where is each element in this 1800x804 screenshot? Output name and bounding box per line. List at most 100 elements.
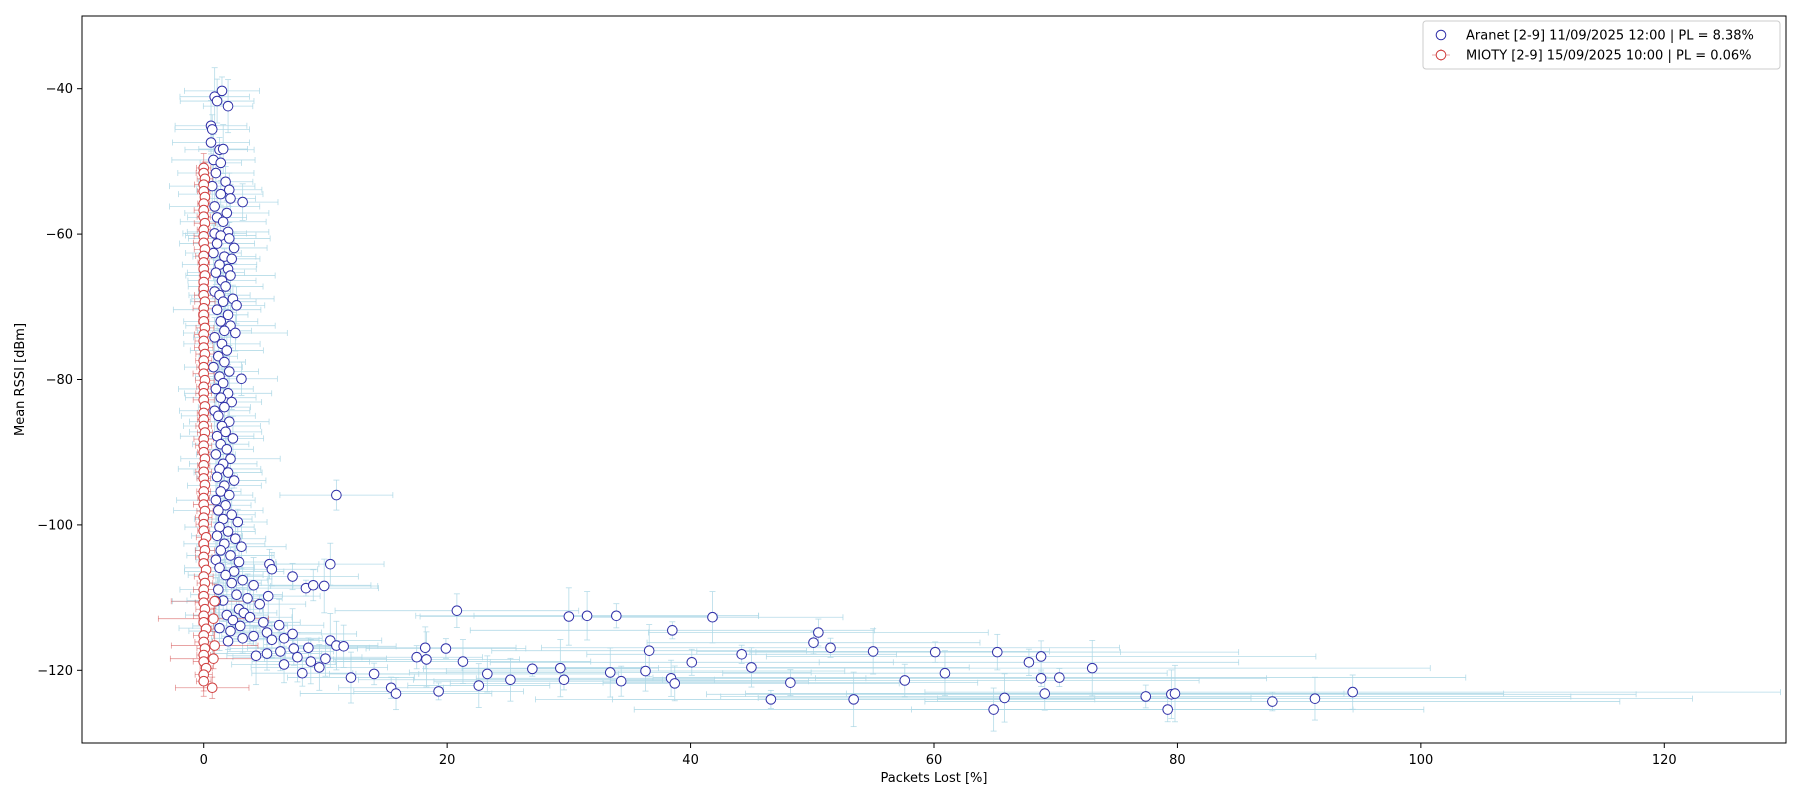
data-point-aranet — [226, 396, 238, 408]
data-point-aranet — [211, 95, 223, 107]
x-axis-label: Packets Lost [%] — [881, 771, 988, 786]
data-point-mioty — [209, 595, 220, 607]
data-point-aranet — [615, 675, 627, 687]
data-point-aranet — [1162, 704, 1173, 715]
y-tick-label: −100 — [37, 518, 73, 533]
data-point-aranet — [457, 656, 469, 667]
data-point-aranet — [209, 201, 220, 212]
data-point-aranet — [261, 648, 273, 659]
data-point-aranet — [219, 356, 230, 368]
data-point-aranet — [237, 633, 248, 644]
data-point-aranet — [848, 694, 859, 705]
data-point-aranet — [419, 642, 431, 654]
data-point-aranet — [237, 574, 248, 586]
legend-marker-circle — [1435, 49, 1447, 61]
data-point-aranet — [555, 662, 566, 674]
data-point-aranet — [707, 611, 718, 623]
data-point-aranet — [266, 563, 278, 575]
legend-marker-circle — [1435, 29, 1447, 41]
data-point-aranet — [228, 475, 240, 486]
data-point-aranet — [765, 694, 777, 705]
data-point-aranet — [390, 688, 402, 699]
data-point-aranet — [231, 589, 242, 600]
legend-marker-mioty — [1432, 49, 1450, 61]
data-point-aranet — [1140, 691, 1152, 702]
data-point-aranet — [227, 614, 239, 626]
data-point-aranet — [275, 646, 286, 657]
data-point-aranet — [1267, 696, 1278, 707]
data-point-aranet — [213, 584, 224, 595]
y-tick-label: −80 — [46, 373, 73, 388]
data-point-aranet — [686, 657, 698, 668]
data-point-aranet — [736, 649, 747, 660]
data-point-aranet — [746, 662, 757, 673]
data-point-aranet — [210, 449, 222, 460]
y-tick-label: −40 — [46, 82, 73, 97]
data-point-aranet — [581, 610, 593, 622]
data-point-mioty — [206, 682, 218, 694]
data-point-aranet — [242, 593, 253, 604]
data-point-aranet — [1309, 693, 1321, 704]
data-point-aranet — [214, 562, 225, 574]
data-point-mioty — [209, 640, 220, 651]
data-point-aranet — [222, 100, 234, 112]
data-point-aranet — [999, 692, 1010, 704]
y-tick-label: −120 — [37, 664, 73, 679]
data-point-aranet — [433, 686, 444, 697]
data-point-aranet — [215, 157, 227, 169]
data-point-aranet — [217, 377, 229, 389]
data-point-aranet — [451, 605, 463, 616]
data-point-aranet — [604, 667, 616, 678]
data-point-aranet — [305, 656, 317, 667]
data-point-aranet — [221, 207, 233, 219]
data-point-aranet — [643, 645, 655, 656]
data-point-aranet — [206, 124, 218, 135]
data-point-aranet — [215, 392, 227, 403]
data-point-aranet — [213, 410, 224, 422]
data-point-aranet — [225, 550, 236, 561]
data-point-aranet — [287, 571, 298, 582]
data-point-aranet — [273, 619, 285, 631]
data-point-aranet — [213, 505, 224, 516]
data-point-aranet — [223, 233, 235, 244]
data-point-aranet — [215, 545, 227, 556]
data-point-aranet — [211, 238, 223, 249]
data-point-aranet — [318, 580, 330, 592]
data-point-aranet — [1035, 672, 1047, 684]
data-point-aranet — [230, 327, 241, 339]
y-axis-label: Mean RSSI [dBm] — [13, 323, 28, 436]
data-point-aranet — [867, 646, 879, 657]
data-point-aranet — [421, 654, 432, 665]
legend-label-mioty: MIOTY [2-9] 15/09/2025 10:00 | PL = 0.06… — [1466, 49, 1752, 64]
data-point-aranet — [206, 180, 218, 192]
data-point-aranet — [411, 651, 423, 663]
markers-layer — [198, 85, 1358, 715]
data-point-aranet — [345, 672, 357, 683]
data-point-aranet — [1023, 657, 1035, 668]
data-point-aranet — [228, 242, 240, 254]
data-point-aranet — [929, 646, 941, 658]
data-point-aranet — [219, 401, 230, 413]
data-point-aranet — [220, 281, 231, 292]
data-point-aranet — [220, 426, 231, 438]
data-point-aranet — [558, 674, 570, 686]
data-point-aranet — [988, 704, 999, 715]
data-point-aranet — [258, 617, 269, 628]
data-point-mioty — [198, 675, 210, 687]
data-point-aranet — [785, 677, 796, 688]
data-point-aranet — [527, 663, 538, 675]
data-point-aranet — [473, 680, 485, 691]
data-point-aranet — [225, 453, 236, 465]
x-tick-label: 100 — [1408, 753, 1433, 768]
data-point-aranet — [226, 509, 238, 521]
data-point-aranet — [1054, 672, 1065, 683]
data-point-aranet — [217, 296, 229, 308]
data-point-aranet — [248, 579, 259, 591]
data-point-aranet — [667, 625, 678, 636]
data-point-aranet — [320, 653, 331, 664]
data-point-aranet — [234, 620, 246, 632]
data-point-aranet — [217, 216, 229, 228]
y-tick-label: −60 — [46, 228, 73, 243]
